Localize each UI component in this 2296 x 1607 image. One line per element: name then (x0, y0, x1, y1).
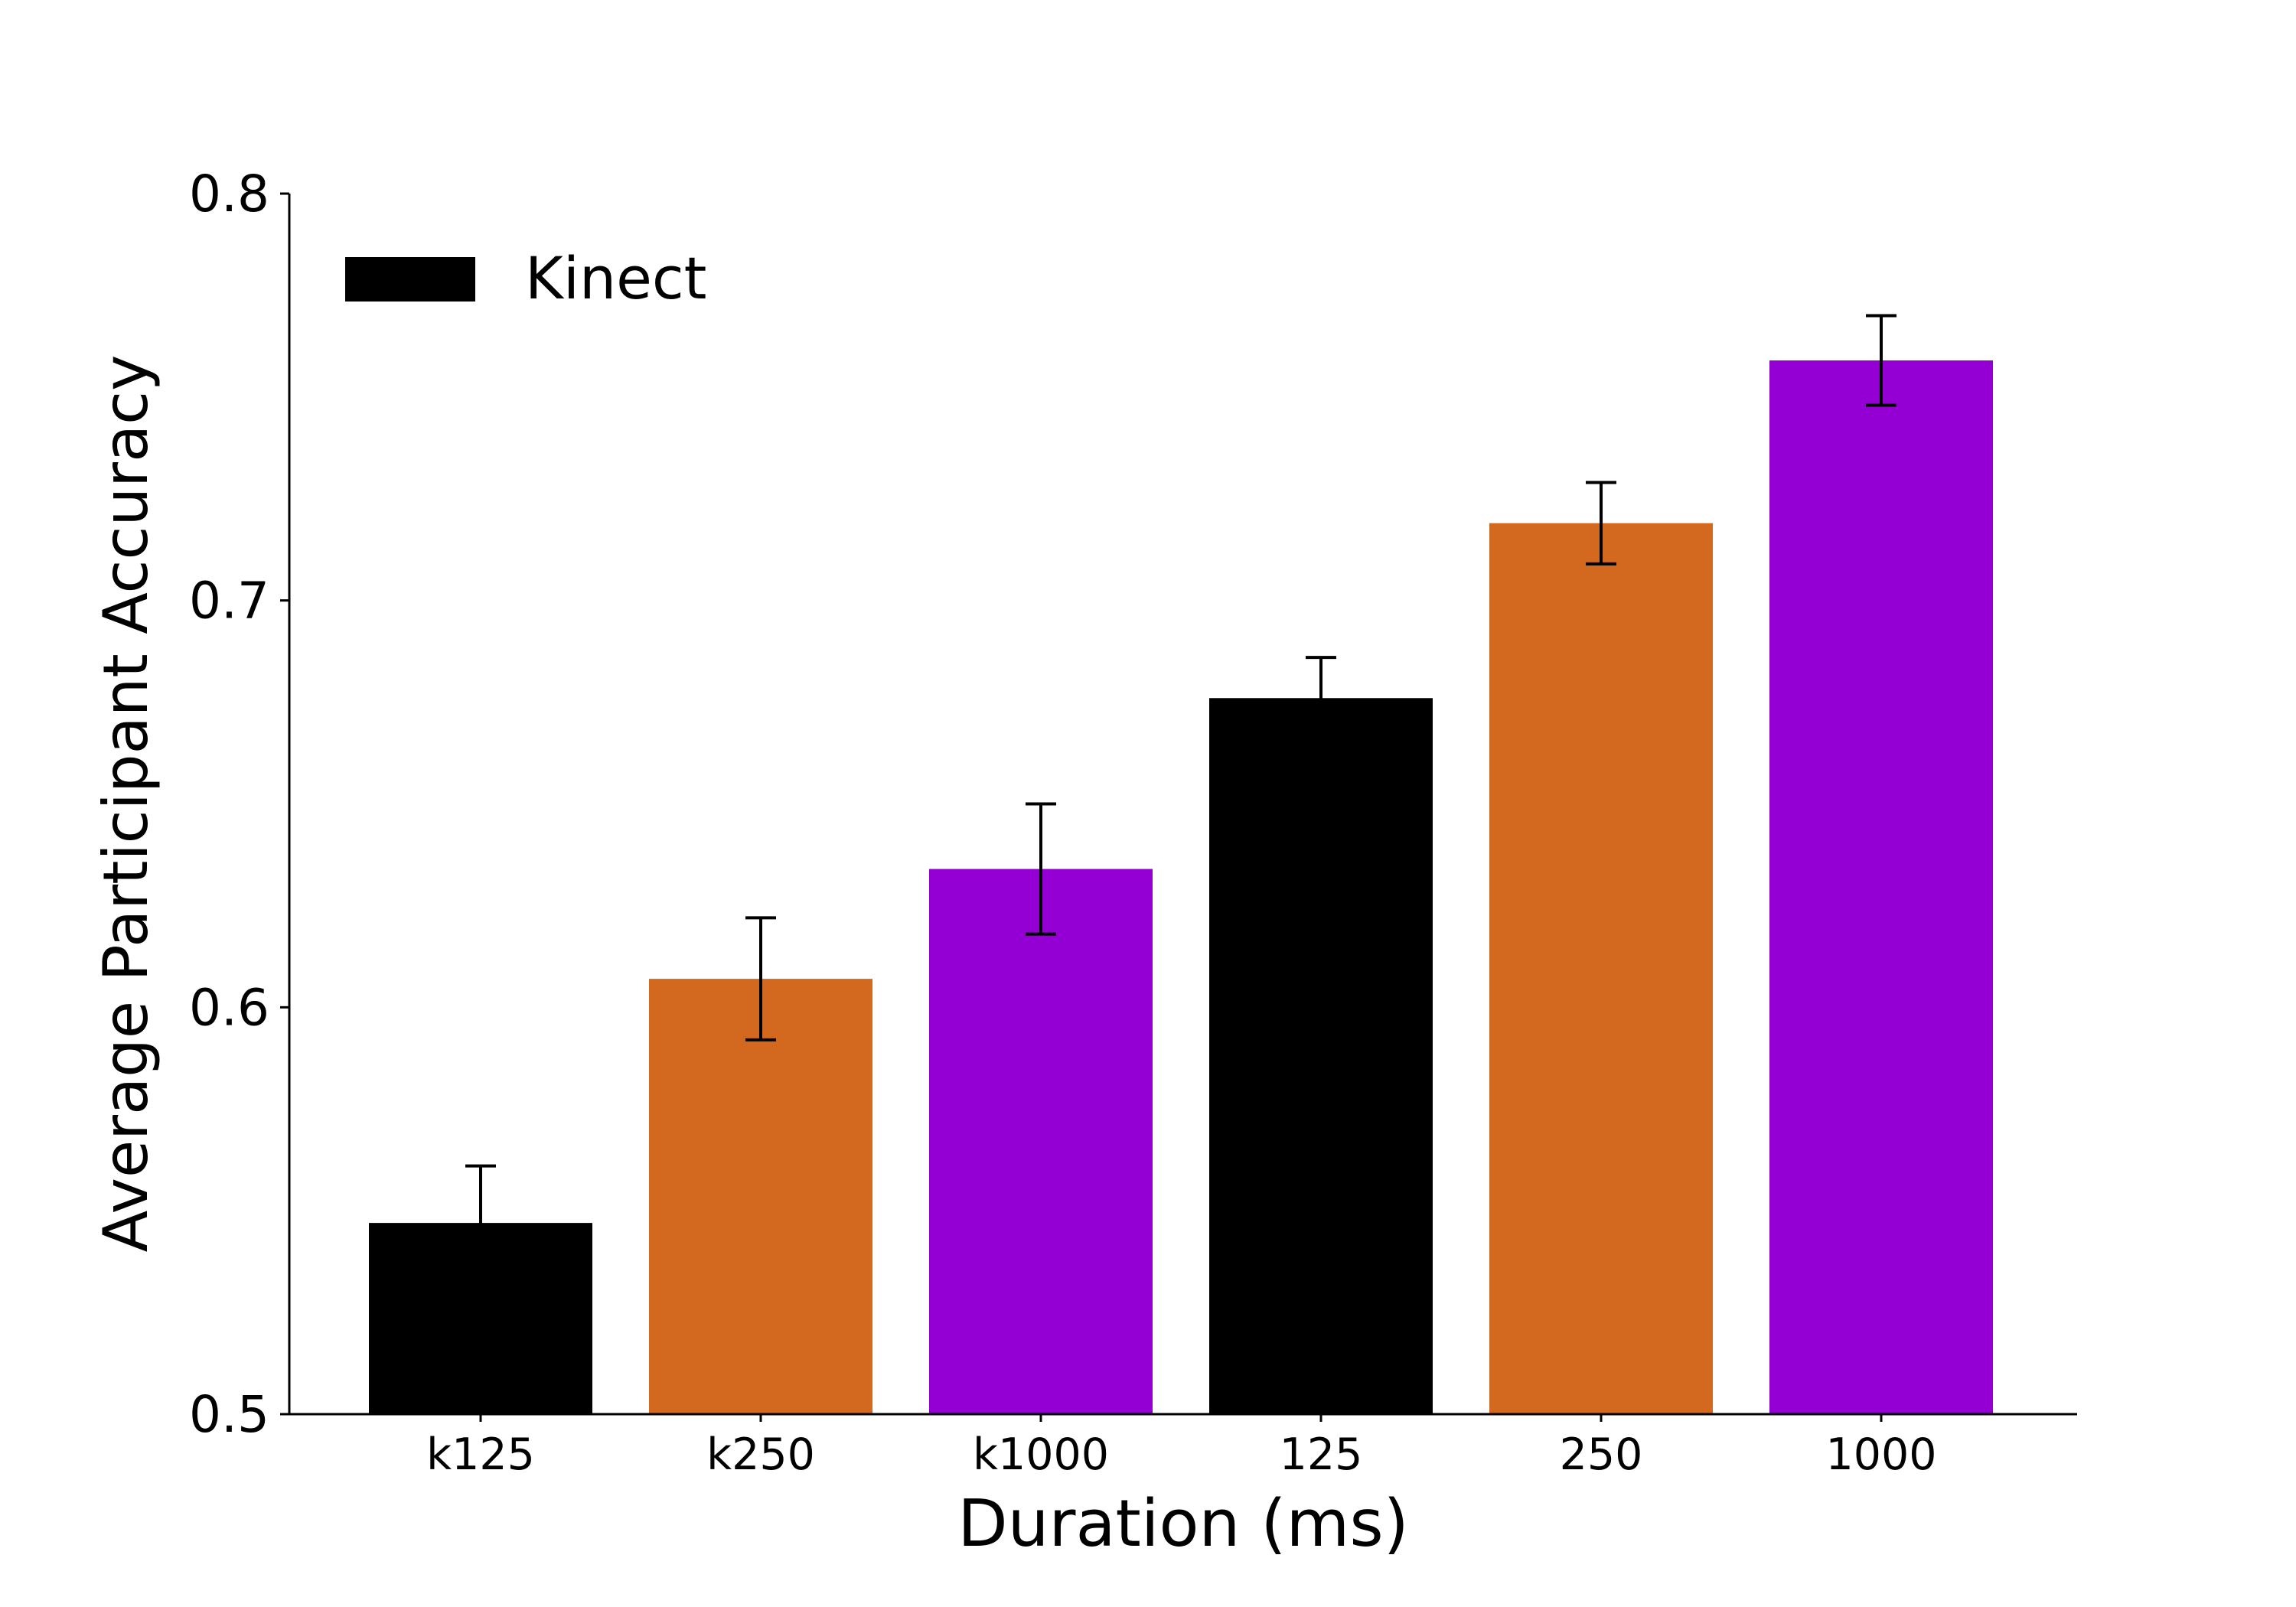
y-tick-label: 0.8 (189, 165, 269, 223)
error-bar-250 (1586, 481, 1616, 566)
bar-125 (1209, 698, 1433, 1414)
bars-layer (369, 360, 1993, 1414)
y-ticks: 0.5 0.6 0.7 0.8 (189, 165, 289, 1444)
error-bars-layer (465, 314, 1896, 1282)
error-bar-k125 (465, 1164, 496, 1282)
x-ticks: k125 k250 k1000 125 250 1000 (426, 1414, 1937, 1480)
bar-1000 (1769, 360, 1993, 1414)
error-bar-1000 (1866, 314, 1896, 407)
error-bar-k1000 (1026, 802, 1056, 936)
bar-k1000 (929, 869, 1153, 1414)
x-tick-label-k1000: k1000 (973, 1429, 1109, 1480)
x-tick-label-250: 250 (1560, 1429, 1643, 1480)
legend-swatch-kinect (345, 257, 475, 302)
error-bar-k250 (745, 916, 776, 1041)
y-tick-label: 0.5 (189, 1385, 269, 1444)
legend: Kinect (345, 244, 706, 312)
x-tick-label-k250: k250 (706, 1429, 815, 1480)
x-tick-label-k125: k125 (426, 1429, 535, 1480)
x-tick-label-1000: 1000 (1825, 1429, 1936, 1480)
bar-250 (1489, 523, 1713, 1414)
x-axis-title: Duration (ms) (957, 1486, 1409, 1562)
error-bar-125 (1306, 656, 1336, 741)
bar-k250 (649, 979, 872, 1414)
x-tick-label-125: 125 (1280, 1429, 1363, 1480)
y-axis-title: Average Participant Accuracy (90, 355, 161, 1253)
legend-label-kinect: Kinect (525, 244, 706, 312)
y-tick-label: 0.7 (189, 572, 269, 631)
y-tick-label: 0.6 (189, 978, 269, 1037)
